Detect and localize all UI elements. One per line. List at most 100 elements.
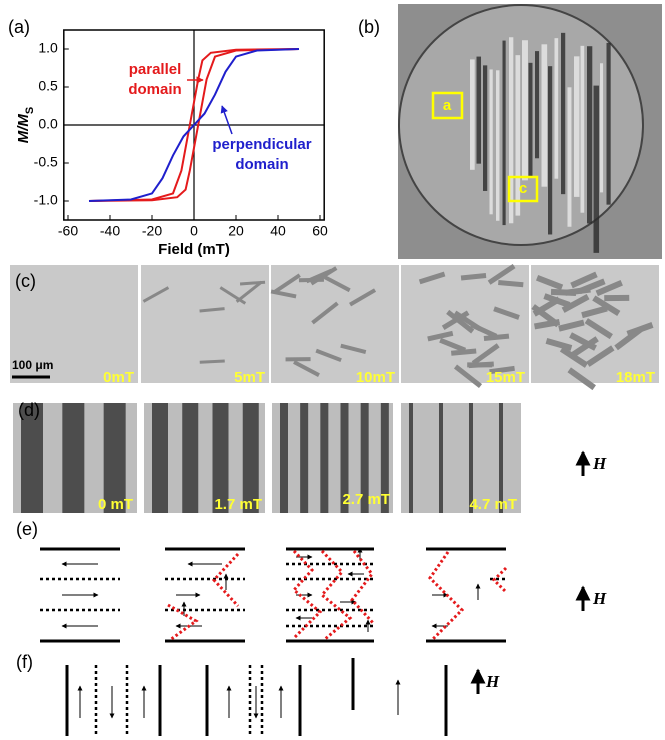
domain-line xyxy=(460,273,487,281)
domain-line xyxy=(219,286,247,305)
dark-domain xyxy=(182,403,199,513)
domain-line xyxy=(273,273,301,294)
domain-diagrams-f xyxy=(65,658,448,736)
domain-line xyxy=(567,367,596,391)
domain-line xyxy=(584,318,613,340)
stripe xyxy=(509,37,514,224)
domain-line xyxy=(293,360,320,377)
box-label: a xyxy=(443,97,452,114)
domain-line xyxy=(498,280,524,288)
domain-line xyxy=(439,337,467,353)
hysteresis-chart: -60 -40 -20 0 20 40 60 1.0 0.5 0.0 -0.5 -1.0 Field (… xyxy=(15,29,328,258)
series-line xyxy=(88,48,300,202)
stripe xyxy=(470,59,475,170)
annotation: parallel xyxy=(129,61,182,78)
domain-line xyxy=(142,286,170,303)
domain-diagrams-e xyxy=(40,547,508,643)
scale-label: 100 μm xyxy=(12,358,53,372)
labels: (a) (b) (c) (d) (e) (f) a c 0mT 5mT 10mT 15mT 18mT 10… xyxy=(8,17,655,691)
series-line xyxy=(88,48,300,202)
dark-domain xyxy=(62,403,85,513)
stripe xyxy=(561,32,566,195)
annotation-arrow xyxy=(220,105,233,135)
stripe xyxy=(587,46,593,224)
field-label: 10mT xyxy=(356,369,395,386)
domain-line xyxy=(349,288,377,307)
dark-domain xyxy=(212,403,229,513)
field-label: 2.7 mT xyxy=(342,491,390,508)
domain-line xyxy=(533,319,561,330)
stripe xyxy=(580,45,585,213)
domain-line xyxy=(471,343,500,366)
domain-line xyxy=(487,263,516,285)
panel-label: (a) xyxy=(8,17,30,37)
stripe xyxy=(489,69,493,215)
dark-domain xyxy=(21,403,43,513)
box-c xyxy=(507,175,539,203)
y-label-main: M/M xyxy=(15,114,32,144)
dark-domain xyxy=(409,403,413,513)
domain-line xyxy=(581,305,608,319)
dark-domain xyxy=(340,403,349,513)
annotation: domain xyxy=(128,81,181,98)
stripe xyxy=(567,87,572,227)
domain-line xyxy=(418,271,446,285)
x-tick-label: -40 xyxy=(100,223,120,239)
annotation: domain xyxy=(235,156,288,173)
stripe xyxy=(496,70,500,221)
dark-domain xyxy=(242,403,259,513)
dark-domain xyxy=(499,403,503,513)
domain-line xyxy=(453,364,483,389)
domain-line xyxy=(340,343,367,355)
domain-line xyxy=(586,345,615,367)
image-c xyxy=(10,265,138,383)
box-a xyxy=(431,91,464,120)
y-tick-label: 1.0 xyxy=(38,40,58,56)
domain-line xyxy=(270,289,297,299)
y-axis-label: M/MS xyxy=(15,107,36,144)
stripe xyxy=(606,42,611,205)
domain-line xyxy=(450,348,477,356)
dark-domain xyxy=(360,403,369,513)
domain-line xyxy=(493,306,520,320)
panel-label: (d) xyxy=(18,400,40,420)
dark-domain xyxy=(320,403,329,513)
images xyxy=(10,4,662,513)
domain-line xyxy=(199,359,225,364)
domain-line xyxy=(446,309,475,334)
domain-line xyxy=(310,266,338,286)
stripe xyxy=(528,62,533,177)
domain-line xyxy=(561,294,590,313)
stripe xyxy=(574,56,580,197)
stripe xyxy=(515,55,521,216)
x-tick-label: -20 xyxy=(142,223,162,239)
domain-line xyxy=(468,361,494,369)
domain-line xyxy=(558,319,585,332)
domain-line xyxy=(323,275,351,293)
image-d xyxy=(272,403,393,513)
stripe xyxy=(593,85,600,253)
field-label: 15mT xyxy=(486,369,525,386)
field-label: 0mT xyxy=(103,369,134,386)
field-symbol: H xyxy=(485,672,500,691)
dark-domain xyxy=(103,403,126,513)
field-label: 0 mT xyxy=(98,496,133,513)
stripe xyxy=(483,65,488,191)
domain-line xyxy=(427,330,454,342)
domain-line xyxy=(315,348,342,363)
series-line xyxy=(88,48,300,202)
field-label: 18mT xyxy=(616,369,655,386)
dark-domain xyxy=(280,403,288,513)
annotation: perpendicular xyxy=(212,136,311,153)
stripe xyxy=(548,66,553,235)
domain-line xyxy=(235,280,263,303)
x-tick-label: 0 xyxy=(190,223,198,239)
x-tick-label: 40 xyxy=(270,223,286,239)
domain-line xyxy=(570,271,598,289)
panel-label: (f) xyxy=(16,652,33,672)
domain-line xyxy=(595,279,623,297)
image-b-disk xyxy=(398,4,644,246)
domain-line xyxy=(626,322,654,337)
x-tick-label: -60 xyxy=(58,223,78,239)
